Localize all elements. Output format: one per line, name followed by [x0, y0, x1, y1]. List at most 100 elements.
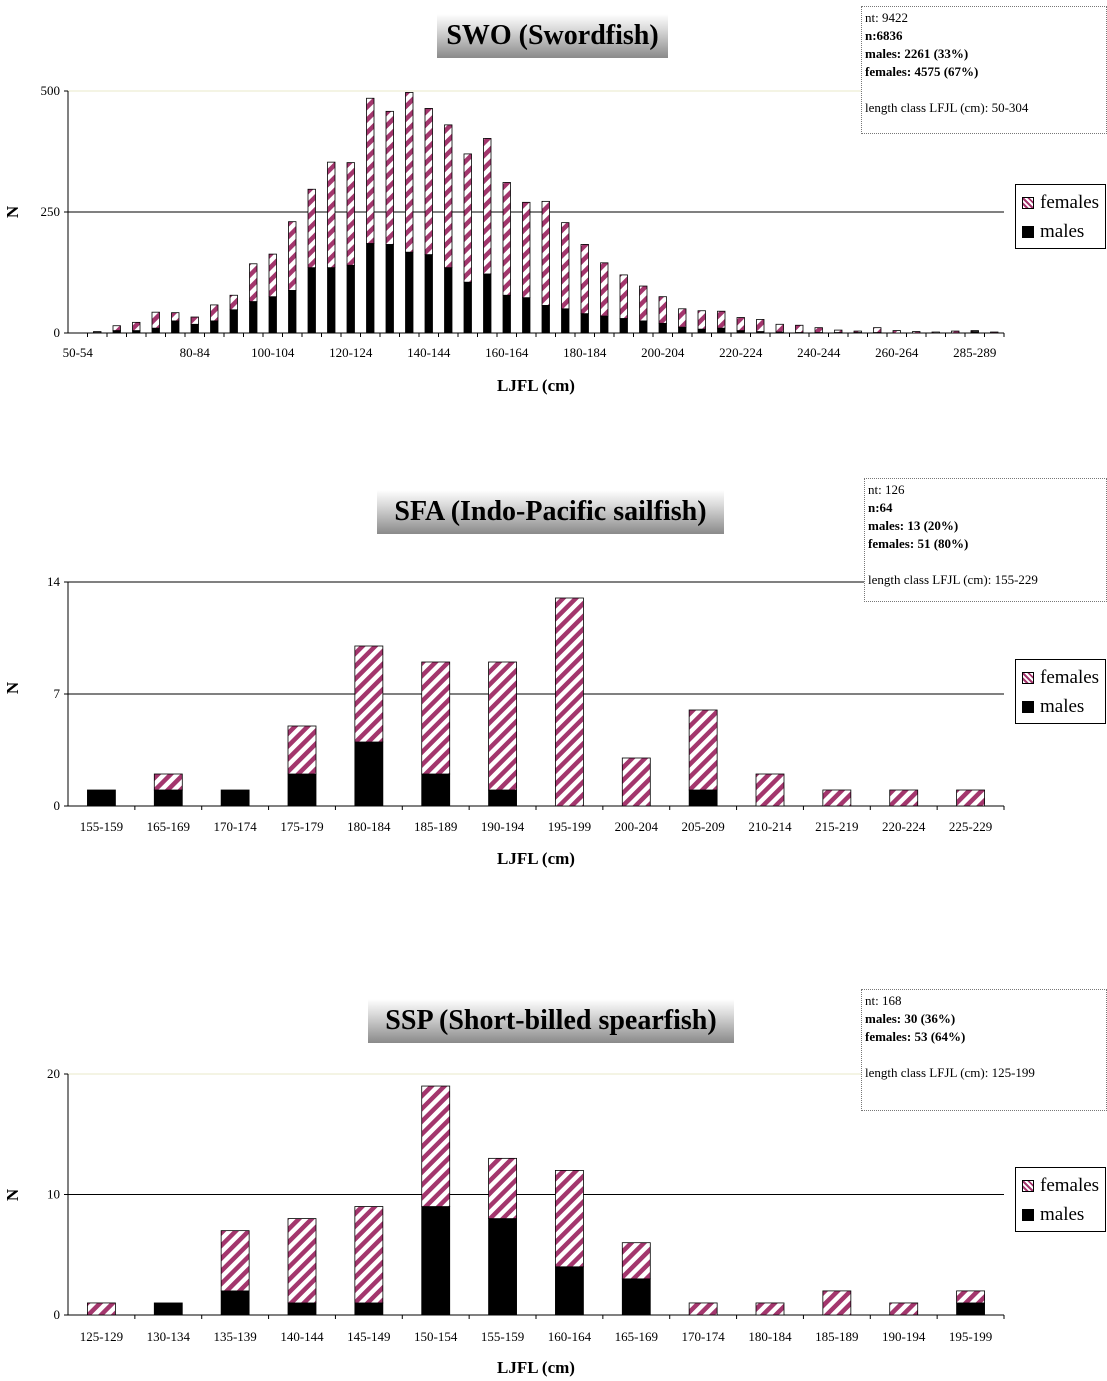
- x-axis-title: LJFL (cm): [497, 1358, 575, 1377]
- x-tick-label: 100-104: [251, 345, 295, 360]
- y-tick-label: 7: [54, 686, 61, 701]
- x-tick-label: 195-199: [949, 1329, 992, 1344]
- x-tick-label: 180-184: [748, 1329, 792, 1344]
- bar-females: [153, 773, 183, 791]
- bar-males: [288, 290, 297, 334]
- chart-1-info-range: length class LFJL (cm): 50-304: [865, 100, 1029, 115]
- bar-males: [307, 267, 316, 334]
- chart-2-info-males: males: 13 (20%): [868, 518, 959, 533]
- bar-males: [327, 267, 336, 334]
- x-tick-label: 50-54: [63, 345, 94, 360]
- bar-males: [483, 273, 492, 334]
- bar-females: [639, 285, 648, 322]
- x-tick-label: 215-219: [815, 819, 858, 834]
- x-tick-label: 190-194: [882, 1329, 926, 1344]
- y-axis-title: N: [3, 205, 22, 218]
- bar-males: [220, 789, 250, 807]
- bar-males: [621, 1278, 651, 1316]
- chart-3-info-females: females: 53 (64%): [865, 1029, 966, 1044]
- bar-males: [354, 1302, 384, 1316]
- bar-females: [580, 244, 589, 315]
- bar-females: [87, 1302, 116, 1316]
- bar-males: [421, 1206, 451, 1316]
- bar-females: [488, 661, 517, 791]
- females-swatch: [1022, 671, 1034, 684]
- bar-males: [171, 320, 180, 334]
- bar-females: [385, 110, 394, 245]
- y-tick-label: 500: [41, 83, 61, 98]
- bar-females: [287, 725, 317, 775]
- x-tick-label: 165-169: [147, 819, 190, 834]
- x-tick-label: 140-144: [280, 1329, 324, 1344]
- chart-3-legend: females males: [1015, 1167, 1107, 1232]
- x-tick-label: 175-179: [280, 819, 323, 834]
- bar-females: [892, 330, 901, 334]
- chart-2-legend: females males: [1015, 659, 1107, 724]
- x-tick-label: 200-204: [641, 345, 685, 360]
- bar-males: [688, 789, 718, 807]
- bar-females: [424, 108, 433, 255]
- bar-females: [190, 316, 199, 325]
- legend-item-females: females: [1022, 663, 1099, 692]
- bar-males: [366, 243, 375, 334]
- bar-males: [658, 322, 667, 334]
- legend-label-females: females: [1040, 1174, 1100, 1196]
- chart-2-title: SFA (Indo-Pacific sailfish): [377, 490, 724, 534]
- legend-label-females: females: [1040, 666, 1100, 688]
- x-tick-label: 220-224: [719, 345, 763, 360]
- bar-males: [268, 296, 277, 334]
- bar-females: [889, 1302, 919, 1316]
- x-tick-label: 125-129: [80, 1329, 123, 1344]
- bar-males: [561, 308, 570, 334]
- bar-females: [421, 661, 451, 775]
- x-tick-label: 190-194: [481, 819, 525, 834]
- bar-males: [522, 297, 531, 334]
- x-axis-title: LJFL (cm): [497, 376, 575, 395]
- bar-males: [220, 1290, 250, 1316]
- y-tick-label: 250: [41, 204, 61, 219]
- x-tick-label: 220-224: [882, 819, 926, 834]
- bar-females: [421, 1085, 451, 1207]
- x-tick-label: 170-174: [213, 819, 257, 834]
- chart-2-info-n: n:64: [868, 500, 893, 515]
- bar-males: [600, 315, 609, 334]
- x-tick-label: 155-159: [80, 819, 123, 834]
- bar-males: [287, 1302, 317, 1316]
- bar-males: [956, 1302, 985, 1316]
- legend-label-males: males: [1040, 220, 1085, 242]
- y-tick-label: 0: [54, 798, 61, 813]
- x-axis-title: LJFL (cm): [497, 849, 575, 868]
- chart-3-info-range: length class LFJL (cm): 125-199: [865, 1065, 1035, 1080]
- x-tick-label: 120-124: [329, 345, 373, 360]
- x-tick-label: 185-189: [414, 819, 457, 834]
- legend-label-males: males: [1040, 695, 1085, 717]
- females-swatch: [1022, 196, 1034, 209]
- bar-females: [463, 153, 472, 283]
- males-swatch: [1022, 225, 1034, 238]
- y-tick-label: 0: [54, 1307, 61, 1322]
- bar-females: [561, 222, 570, 310]
- bar-females: [171, 312, 180, 322]
- bar-males: [405, 251, 414, 334]
- bar-males: [444, 267, 453, 334]
- bar-males: [424, 254, 433, 334]
- bar-females: [600, 262, 609, 317]
- chart-1-legend: females males: [1015, 184, 1107, 249]
- x-tick-label: 145-149: [347, 1329, 390, 1344]
- y-tick-label: 14: [47, 574, 61, 589]
- males-swatch: [1022, 700, 1034, 713]
- bar-males: [463, 281, 472, 334]
- bar-females: [555, 597, 584, 807]
- bar-females: [555, 1170, 584, 1268]
- x-tick-label: 200-204: [615, 819, 659, 834]
- bar-females: [621, 757, 651, 807]
- bar-females: [132, 321, 141, 331]
- bar-females: [678, 308, 687, 328]
- bar-females: [717, 310, 726, 329]
- x-tick-label: 240-244: [797, 345, 841, 360]
- legend-item-males: males: [1022, 217, 1099, 246]
- bar-females: [956, 789, 985, 807]
- chart-1-info-nt: nt: 9422: [865, 10, 908, 25]
- bar-females: [951, 330, 960, 334]
- bar-females: [405, 92, 414, 253]
